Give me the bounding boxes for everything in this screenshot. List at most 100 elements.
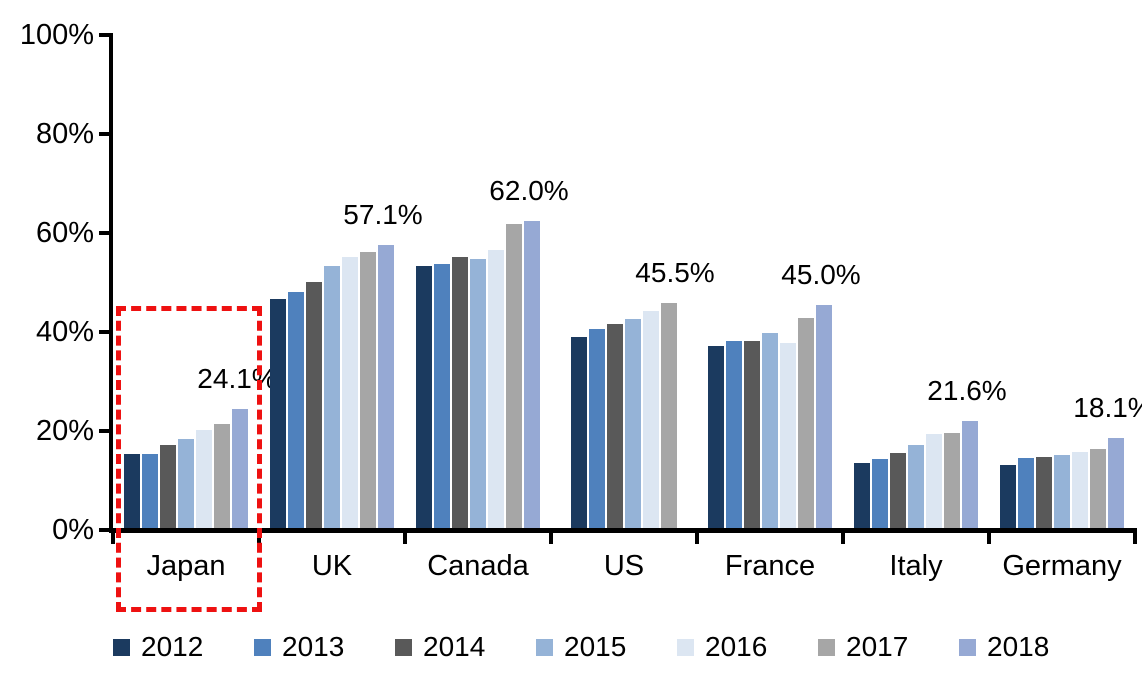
bar-germany-2018 [1108,438,1124,528]
y-tick-mark [99,132,109,136]
bar-italy-2016 [926,434,942,528]
legend-label-2017: 2017 [846,631,909,662]
y-tick-label-80: 80% [35,118,94,150]
x-tick-mark [987,528,991,544]
bar-canada-2014 [452,257,468,528]
bar-us-2014 [607,324,623,528]
bar-uk-2015 [324,266,340,528]
category-label-france: France [724,550,816,582]
bar-italy-2013 [872,459,888,528]
legend-swatch-2016 [677,638,694,656]
bar-group-canada: 62.0% [405,0,569,528]
bar-germany-2014 [1036,457,1052,528]
legend-item-2013: 2013 [254,633,344,661]
bar-france-2012 [708,346,724,528]
bars-japan [113,409,259,528]
x-tick-mark [549,528,553,544]
bar-germany-2016 [1072,452,1088,528]
y-tick-mark [99,33,109,37]
bar-japan-2018 [232,409,248,528]
bar-canada-2013 [434,264,450,528]
x-axis-line [109,528,1135,533]
bar-germany-2017 [1090,449,1106,528]
category-label-canada: Canada [427,550,529,582]
x-tick-mark [403,528,407,544]
legend-label-2013: 2013 [282,631,345,662]
bars-canada [405,221,551,528]
bar-canada-2018 [524,221,540,528]
legend-swatch-2014 [395,638,412,656]
bar-france-2018 [816,305,832,528]
value-label-italy: 21.6% [927,375,1007,406]
legend-label-2018: 2018 [987,631,1050,662]
y-tick-mark [99,429,109,433]
legend-swatch-2017 [818,638,835,656]
value-label-canada: 62.0% [489,175,569,206]
bar-japan-2015 [178,439,194,528]
bar-japan-2017 [214,424,230,528]
bar-us-2017 [661,303,677,528]
category-label-japan: Japan [146,550,226,582]
legend-label-2015: 2015 [564,631,627,662]
bars-uk [259,245,405,528]
bar-uk-2018 [378,245,394,528]
bar-canada-2015 [470,259,486,528]
bar-us-2015 [625,319,641,528]
bar-italy-2014 [890,453,906,528]
x-tick-mark [841,528,845,544]
bar-group-japan: 24.1% [113,0,277,528]
y-tick-mark [99,330,109,334]
bars-us [551,303,697,528]
bar-uk-2016 [342,257,358,528]
bar-france-2013 [726,341,742,528]
category-label-germany: Germany [1002,550,1122,582]
legend-swatch-2015 [536,638,553,656]
legend-item-2018: 2018 [959,633,1049,661]
bar-japan-2012 [124,454,140,528]
bar-germany-2013 [1018,458,1034,528]
bar-group-france: 45.0% [697,0,861,528]
y-tick-mark [99,528,109,532]
bars-italy [843,421,989,528]
bar-france-2014 [744,341,760,528]
bar-canada-2016 [488,250,504,528]
legend-item-2012: 2012 [113,633,203,661]
y-tick-label-60: 60% [35,217,94,249]
bar-uk-2014 [306,282,322,528]
legend-label-2016: 2016 [705,631,768,662]
y-axis-line [109,33,113,533]
bar-italy-2018 [962,421,978,528]
value-label-japan: 24.1% [197,363,277,394]
legend-item-2015: 2015 [536,633,626,661]
bar-us-2016 [643,311,659,528]
category-label-uk: UK [311,550,353,582]
value-label-us: 45.5% [635,257,715,288]
legend-swatch-2018 [959,638,976,656]
bar-france-2015 [762,333,778,528]
bar-group-us: 45.5% [551,0,715,528]
y-tick-label-40: 40% [35,316,94,348]
legend-swatch-2012 [113,638,130,656]
bar-uk-2017 [360,252,376,528]
bar-japan-2014 [160,445,176,528]
bar-italy-2015 [908,445,924,528]
bars-france [697,305,843,528]
y-tick-label-0: 0% [52,514,94,546]
y-tick-label-20: 20% [35,415,94,447]
value-label-uk: 57.1% [343,199,423,230]
legend-swatch-2013 [254,638,271,656]
x-tick-mark [1133,528,1137,544]
category-label-italy: Italy [889,550,943,582]
highlight-box-japan [116,306,262,612]
bar-group-germany: 18.1% [989,0,1142,528]
x-tick-mark [695,528,699,544]
legend-item-2016: 2016 [677,633,767,661]
bar-us-2013 [589,329,605,528]
bar-canada-2012 [416,266,432,528]
bar-germany-2015 [1054,455,1070,528]
value-label-france: 45.0% [781,259,861,290]
bars-germany [989,438,1135,528]
category-label-us: US [603,550,645,582]
y-tick-label-100: 100% [19,19,94,51]
